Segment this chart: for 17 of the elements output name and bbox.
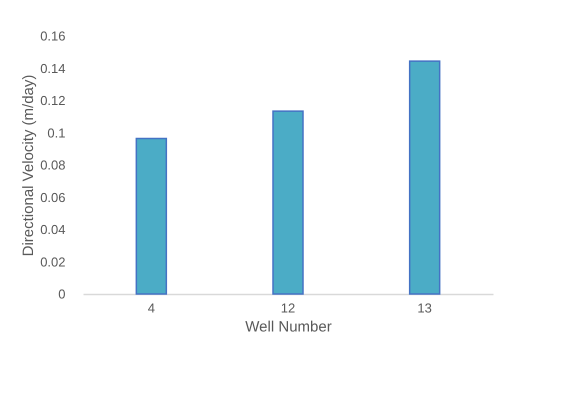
x-tick-label: 4 [148,300,155,316]
y-tick-label: 0.02 [40,254,66,270]
x-tick-label: 12 [280,300,296,316]
x-axis-title: Well Number [245,318,332,336]
bar [408,60,440,295]
y-axis-title: Directional Velocity (m/day) [20,74,38,256]
y-tick-label: 0.1 [47,125,66,140]
bar [272,110,304,295]
y-tick-label: 0.12 [40,93,66,108]
y-tick-label: 0.14 [40,60,66,76]
y-tick-label: 0.16 [40,28,66,44]
y-tick-label: 0.08 [40,158,66,172]
y-tick-label: 0 [58,286,66,302]
x-tick-label: 13 [417,300,432,316]
bar [136,138,168,295]
y-tick-label: 0.06 [40,190,66,205]
y-tick-label: 0.04 [40,222,66,237]
